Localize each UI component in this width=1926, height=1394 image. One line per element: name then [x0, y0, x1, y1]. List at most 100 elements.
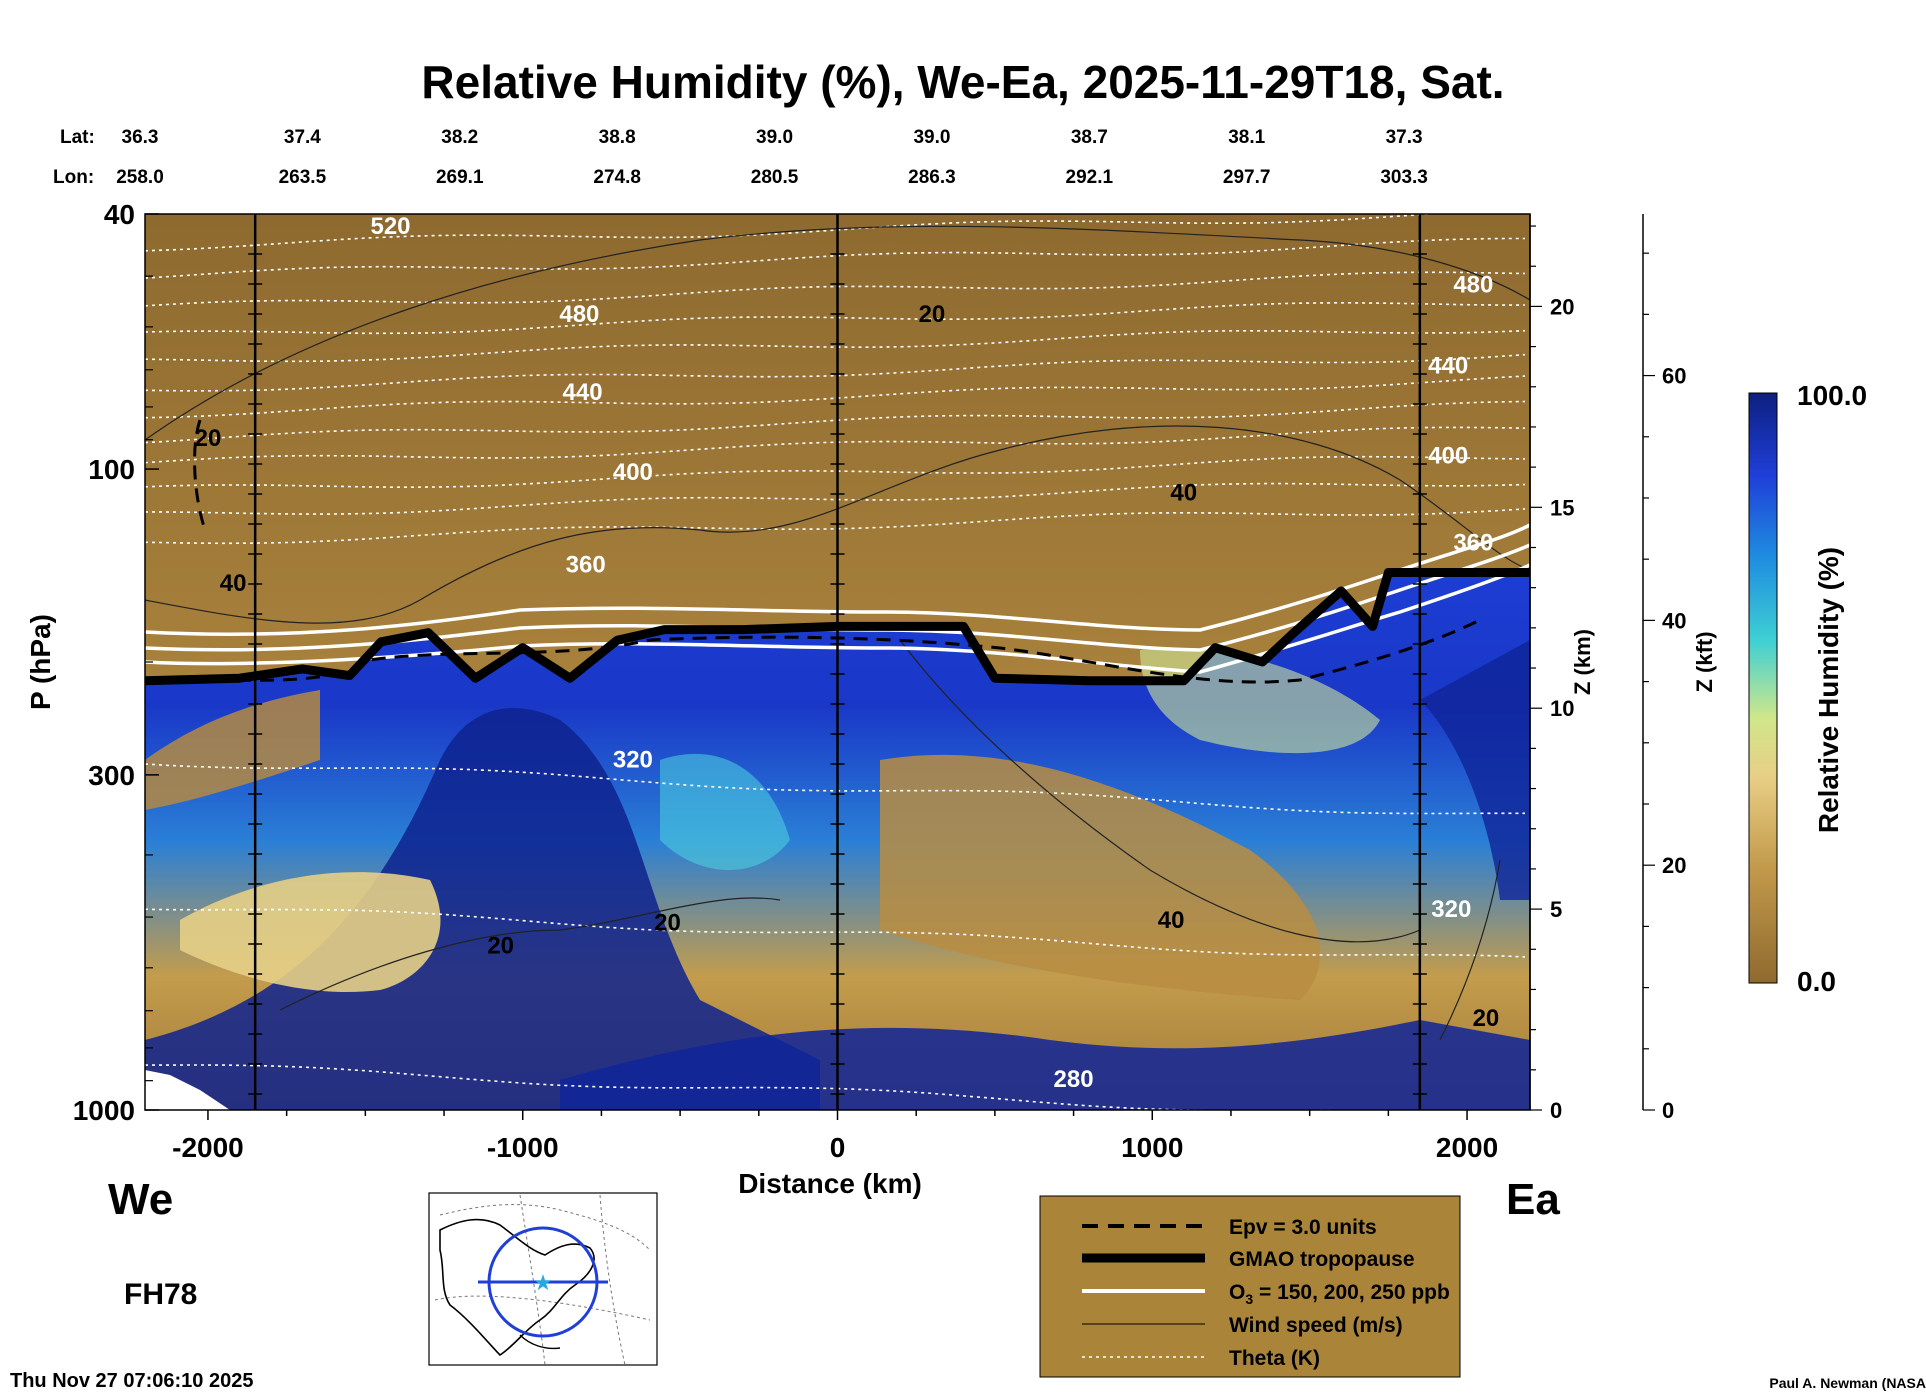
lat-value: 38.1 — [1228, 127, 1265, 148]
cyan-patch-central — [660, 753, 790, 870]
lon-value: 269.1 — [436, 167, 484, 188]
lat-value: 37.3 — [1386, 127, 1423, 148]
wind-label: 20 — [1473, 1005, 1500, 1032]
plot-area: 520 480 440 400 360 320 280 480 440 400 360 320 20 4… — [145, 214, 1530, 1110]
colorbar-min-label: 0.0 — [1797, 966, 1836, 997]
wind-label: 20 — [919, 301, 946, 328]
lat-lon-header: 36.3 258.0 37.4 263.5 38.2 269.1 38.8 274.8 39.0… — [116, 127, 1428, 188]
lon-value: 258.0 — [116, 167, 164, 188]
lat-value: 36.3 — [122, 127, 159, 148]
z-kft-tick-label: 0 — [1662, 1098, 1674, 1123]
lon-value: 263.5 — [279, 167, 327, 188]
theta-label: 360 — [566, 551, 606, 578]
theta-label: 480 — [559, 301, 599, 328]
wind-labels: 20 40 40 40 20 20 20 20 — [195, 301, 1500, 1032]
lon-value: 280.5 — [751, 167, 799, 188]
theta-label: 360 — [1453, 530, 1493, 557]
z-km-tick-label: 20 — [1550, 294, 1574, 319]
colorbar — [1748, 392, 1778, 984]
lat-value: 39.0 — [756, 127, 793, 148]
credit: Paul A. Newman (NASA — [1769, 1375, 1926, 1391]
x-tick-label: 0 — [830, 1132, 846, 1163]
theta-contour-line — [145, 237, 1525, 279]
wind-label: 40 — [220, 570, 247, 597]
lon-label: Lon: — [53, 167, 94, 188]
z-kft-axis-label: Z (kft) — [1692, 631, 1717, 692]
theta-label: 320 — [613, 746, 653, 773]
z-km-axis-label: Z (km) — [1570, 629, 1595, 695]
wind-contour-20-lower — [279, 897, 781, 1011]
lon-value: 297.7 — [1223, 167, 1271, 188]
lat-value: 37.4 — [284, 127, 321, 148]
theta-label: 440 — [1428, 353, 1468, 380]
theta-label: 280 — [1054, 1066, 1094, 1093]
z-km-tick-label: 0 — [1550, 1098, 1562, 1123]
vertical-markers — [248, 214, 1427, 1110]
x-axis: -2000 -1000 0 1000 2000 — [172, 1110, 1498, 1163]
moist-column-east — [1420, 640, 1530, 900]
theta-labels: 520 480 440 400 360 320 280 480 440 400 360 320 — [370, 214, 1493, 1093]
x-tick-label: -2000 — [172, 1132, 244, 1163]
svg-text:★: ★ — [533, 1271, 553, 1296]
y-axis-label: P (hPa) — [25, 614, 56, 710]
theta-contour-line — [145, 301, 1526, 335]
lon-value: 274.8 — [593, 167, 641, 188]
dry-layer-west — [180, 872, 441, 992]
lat-label: Lat: — [60, 127, 95, 148]
theta-contour-line — [145, 455, 1526, 489]
y-tick-label: 300 — [88, 760, 135, 791]
lat-value: 39.0 — [913, 127, 950, 148]
y-tick-label: 100 — [88, 454, 135, 485]
forecast-hour: FH78 — [124, 1278, 197, 1311]
lon-value: 286.3 — [908, 167, 956, 188]
mid-humidity-east — [1140, 648, 1380, 754]
theta-contour-line — [145, 375, 1526, 419]
theta-label: 400 — [1428, 442, 1468, 469]
below-ground-mask — [145, 1070, 230, 1110]
z-km-tick-label: 5 — [1550, 897, 1562, 922]
lon-value: 292.1 — [1066, 167, 1114, 188]
theta-label: 440 — [563, 379, 603, 406]
inset-map: ★ — [428, 1192, 658, 1366]
z-km-axis: 0 5 10 15 20 — [1530, 225, 1574, 1123]
east-label: Ea — [1506, 1175, 1560, 1224]
wind-contour-40-east — [899, 639, 1421, 943]
lat-value: 38.7 — [1071, 127, 1108, 148]
theta-contour-line — [145, 482, 1526, 515]
legend-label-theta: Theta (K) — [1229, 1347, 1320, 1370]
legend-label-tropopause: GMAO tropopause — [1229, 1248, 1415, 1271]
z-kft-tick-label: 60 — [1662, 364, 1686, 389]
x-axis-label: Distance (km) — [738, 1168, 922, 1199]
wind-contour-40 — [145, 425, 1530, 624]
legend-label-ozone: O3 = 150, 200, 250 ppb — [1229, 1281, 1450, 1307]
chart-title: Relative Humidity (%), We-Ea, 2025-11-29… — [421, 56, 1504, 108]
lat-value: 38.2 — [441, 127, 478, 148]
dry-pocket-west — [145, 690, 320, 810]
legend-label-wind: Wind speed (m/s) — [1229, 1314, 1403, 1337]
epv-contour-upper — [193, 419, 207, 531]
colorbar-label: Relative Humidity (%) — [1813, 547, 1844, 833]
theta-label: 320 — [1431, 896, 1471, 923]
wind-contour-20-upper — [145, 225, 1530, 441]
wind-label: 20 — [195, 425, 222, 452]
theta-contour-line — [145, 329, 1526, 363]
theta-contour-line — [145, 400, 1526, 444]
z-kft-tick-label: 40 — [1662, 608, 1686, 633]
legend: Epv = 3.0 units GMAO tropopause O3 = 150… — [1039, 1195, 1461, 1378]
dry-tongue-east — [880, 754, 1321, 1000]
theta-contour-line — [145, 426, 1526, 464]
colorbar-max-label: 100.0 — [1797, 380, 1867, 411]
theta-contour-line — [145, 214, 1441, 252]
theta-contours — [145, 214, 1526, 1110]
theta-label: 480 — [1453, 271, 1493, 298]
west-label: We — [108, 1175, 173, 1224]
x-tick-label: 2000 — [1436, 1132, 1498, 1163]
z-km-tick-label: 10 — [1550, 696, 1574, 721]
x-tick-label: -1000 — [487, 1132, 559, 1163]
theta-contour-line — [145, 353, 1526, 392]
theta-contour-line — [145, 271, 1526, 307]
y-tick-label: 40 — [104, 199, 135, 230]
legend-label-epv: Epv = 3.0 units — [1229, 1216, 1377, 1239]
theta-label: 400 — [613, 459, 653, 486]
